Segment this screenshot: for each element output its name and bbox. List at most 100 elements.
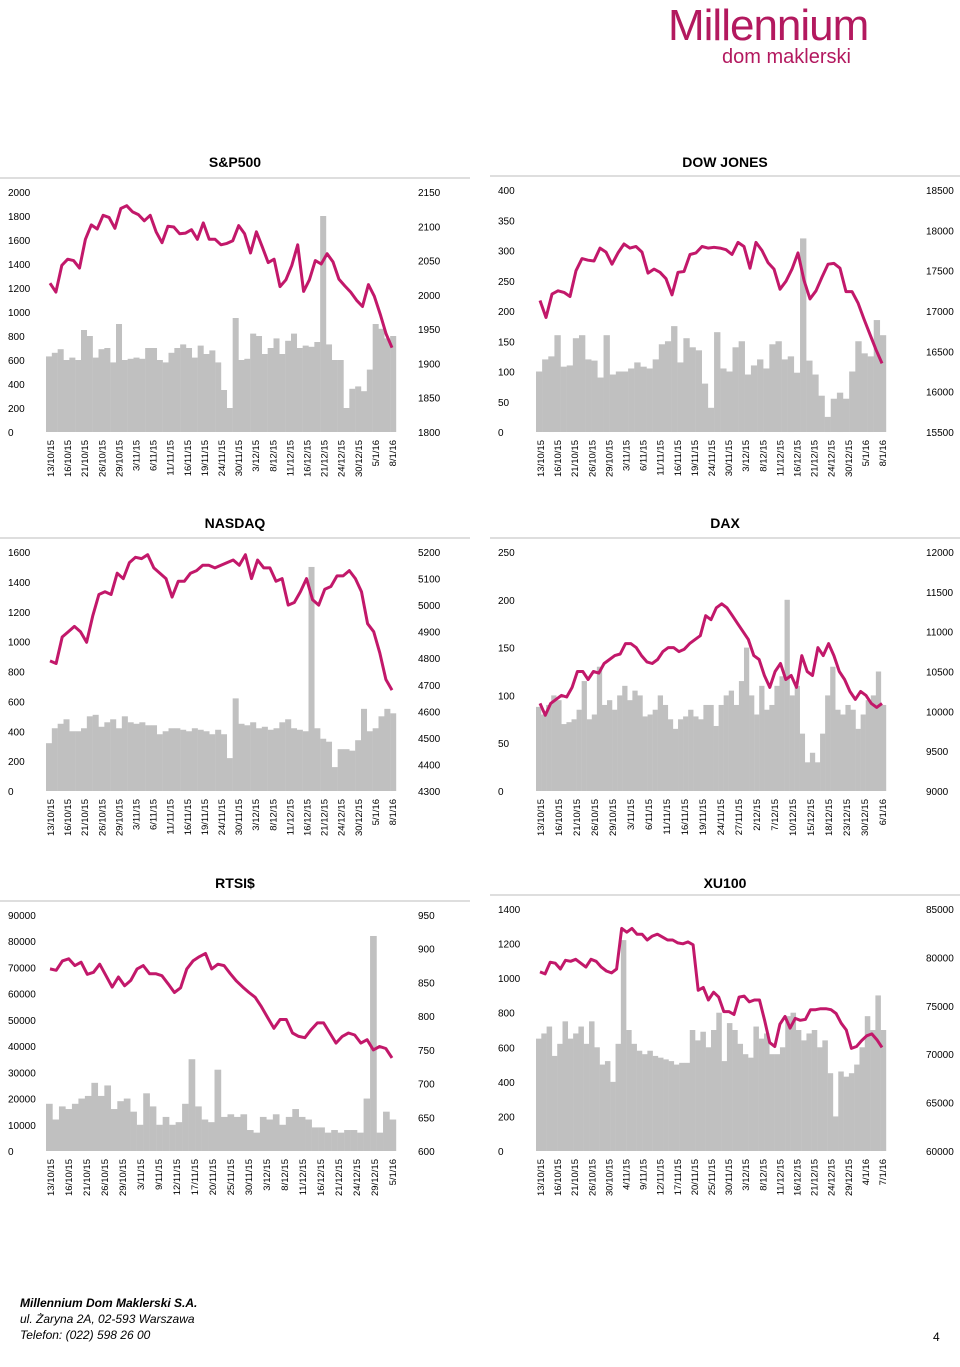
volume-bar — [383, 1111, 390, 1151]
x-axis-tick: 13/10/15 — [536, 799, 547, 836]
right-axis-tick: 15500 — [926, 428, 954, 439]
volume-bar — [790, 1012, 797, 1151]
volume-bar — [597, 377, 604, 432]
volume-bar — [723, 695, 729, 791]
volume-bar — [238, 360, 245, 432]
volume-bar — [668, 1061, 675, 1151]
left-axis-tick: 400 — [498, 186, 515, 197]
x-axis-tick: 19/11/15 — [690, 440, 701, 476]
volume-bar — [737, 1043, 744, 1151]
volume-bar — [285, 719, 292, 791]
x-axis-tick: 3/11/15 — [622, 440, 633, 471]
chart-svg: 250 200 150 100 50 0 12000 11500 11000 10500 10000… — [490, 537, 960, 836]
volume-bar — [343, 749, 350, 791]
page-number: 4 — [933, 1330, 940, 1344]
volume-bar — [626, 1030, 632, 1151]
volume-bar — [195, 1106, 202, 1151]
volume-bar — [376, 1132, 384, 1151]
volume-bar — [215, 729, 222, 791]
volume-bar — [713, 725, 719, 791]
right-axis-tick: 750 — [418, 1046, 435, 1057]
x-axis-tick: 13/10/15 — [46, 799, 57, 836]
left-axis-tick: 1000 — [8, 638, 31, 649]
footer: Millennium Dom Maklerski S.A. ul. Żaryna… — [20, 1295, 197, 1343]
volume-bar — [97, 1095, 105, 1151]
left-axis-tick: 50 — [498, 739, 510, 750]
volume-bar — [573, 1033, 579, 1151]
x-axis-tick: 4/1/16 — [861, 1159, 872, 1185]
volume-bar — [75, 360, 82, 432]
right-axis-tick: 80000 — [926, 953, 954, 964]
volume-bar — [875, 995, 881, 1151]
volume-bar — [285, 340, 292, 432]
volume-bar — [683, 338, 690, 432]
volume-bar — [226, 408, 233, 432]
volume-bar — [104, 348, 111, 432]
x-axis-tick: 21/12/15 — [334, 1159, 345, 1196]
volume-bar — [536, 1038, 542, 1151]
x-axis-tick: 29/12/15 — [844, 1159, 855, 1196]
x-axis-tick: 3/12/15 — [741, 1159, 752, 1191]
volume-bar — [63, 719, 70, 791]
x-axis-tick: 30/11/15 — [234, 440, 245, 476]
volume-bar — [51, 352, 58, 432]
volume-bar — [145, 725, 152, 791]
x-axis-tick: 3/11/15 — [626, 799, 637, 830]
volume-bar — [186, 731, 193, 791]
volume-bar — [318, 1127, 325, 1151]
volume-bar — [384, 338, 391, 432]
volume-bar — [536, 371, 543, 432]
volume-bar — [657, 695, 664, 791]
volume-bar — [357, 1132, 364, 1151]
volume-bar — [880, 1030, 887, 1151]
volume-bar — [864, 1016, 871, 1151]
volume-bar — [836, 392, 844, 433]
volume-bar — [769, 704, 775, 791]
right-axis-tick: 2000 — [418, 291, 441, 302]
left-axis-tick: 0 — [8, 787, 14, 798]
chart-title: RTSI$ — [215, 875, 255, 891]
volume-bar — [698, 719, 704, 791]
right-axis-tick: 65000 — [926, 1099, 954, 1110]
volume-bar — [628, 368, 635, 432]
volume-bar — [774, 685, 780, 791]
x-axis-tick: 5/1/16 — [861, 440, 872, 466]
x-axis-tick: 30/12/15 — [354, 799, 365, 836]
volume-bar — [133, 723, 140, 791]
volume-bar — [848, 1073, 855, 1151]
volume-bar — [594, 1047, 600, 1151]
chart-svg: 1400 1200 1000 800 600 400 200 0 85000 80000 75000… — [490, 894, 960, 1196]
volume-bar — [703, 704, 709, 791]
left-axis-tick: 1400 — [8, 260, 31, 271]
volume-bar — [646, 368, 653, 432]
x-axis-tick: 2/12/15 — [752, 799, 763, 831]
x-axis-tick: 12/11/15 — [656, 1159, 667, 1195]
volume-bar — [291, 333, 298, 432]
volume-bar — [279, 1124, 287, 1151]
left-axis-tick: 1200 — [498, 940, 521, 951]
x-axis-tick: 20/11/15 — [690, 1159, 701, 1195]
volume-bar — [849, 371, 856, 432]
volume-bar — [763, 368, 770, 432]
footer-company: Millennium Dom Maklerski S.A. — [20, 1296, 198, 1310]
volume-bar — [63, 360, 70, 432]
volume-bar — [818, 395, 825, 432]
volume-bar — [840, 714, 846, 791]
chart-dax: DAX 250 200 150 100 50 0 12000 11500 11000 10500 1… — [490, 515, 960, 860]
volume-bar — [133, 357, 140, 432]
x-axis-tick: 13/10/15 — [46, 440, 57, 477]
volume-bar — [787, 356, 795, 433]
volume-bar — [716, 1012, 722, 1151]
right-axis-tick: 18500 — [926, 186, 954, 197]
volume-bar — [636, 1050, 643, 1151]
x-axis-tick: 11/12/15 — [285, 440, 296, 476]
volume-bar — [57, 349, 64, 432]
x-axis-tick: 16/11/15 — [680, 799, 691, 835]
left-axis-tick: 200 — [498, 596, 515, 607]
x-axis-tick: 5/1/16 — [371, 799, 382, 825]
volume-bar — [581, 681, 587, 791]
volume-bar — [279, 354, 286, 432]
x-axis-tick: 26/10/15 — [97, 799, 108, 836]
right-axis-tick: 700 — [418, 1080, 435, 1091]
x-axis-tick: 3/12/15 — [741, 440, 752, 472]
